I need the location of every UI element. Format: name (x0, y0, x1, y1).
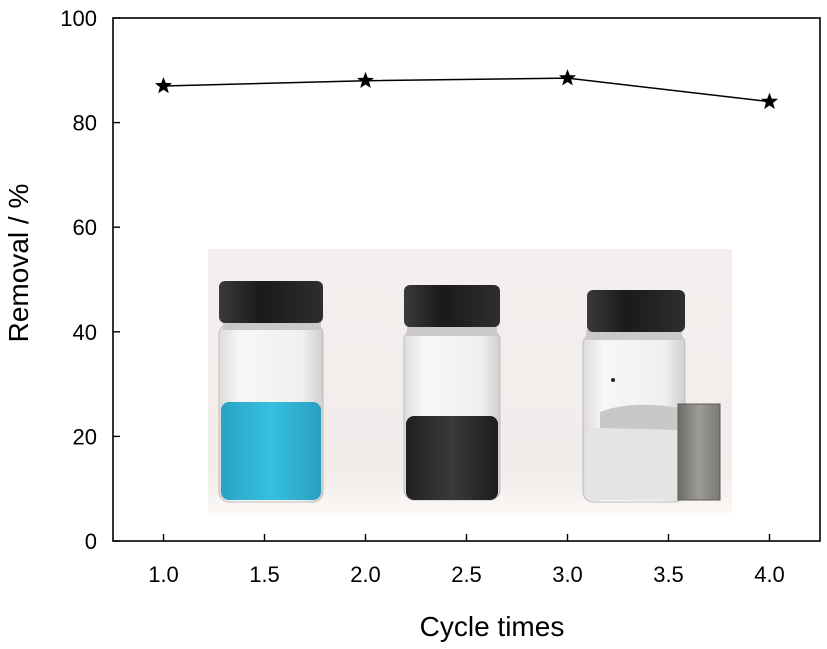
x-tick-label: 3.5 (653, 562, 684, 587)
data-point-star (760, 92, 779, 109)
y-tick-label: 0 (85, 529, 97, 554)
magnet (677, 403, 721, 501)
y-tick-label: 40 (73, 320, 97, 345)
x-tick-label: 1.5 (249, 562, 280, 587)
vial-suspension (403, 285, 501, 501)
data-point-star (154, 76, 173, 94)
vial-dye (218, 281, 324, 503)
x-tick-label: 4.0 (754, 562, 785, 587)
data-point-star (356, 71, 375, 89)
x-tick-label: 2.0 (350, 562, 381, 587)
x-axis-title: Cycle times (420, 611, 565, 642)
y-tick-label: 80 (73, 111, 97, 136)
x-tick-label: 1.0 (148, 562, 179, 587)
y-tick-label: 100 (60, 6, 97, 31)
y-axis-title: Removal / % (3, 184, 34, 343)
x-tick-label: 3.0 (552, 562, 583, 587)
data-point-star (558, 69, 577, 86)
inset-photo (208, 249, 732, 513)
y-tick-label: 20 (73, 424, 97, 449)
x-tick-label: 2.5 (451, 562, 482, 587)
series-line (163, 77, 770, 103)
vial-separated (582, 290, 686, 503)
y-tick-label: 60 (73, 215, 97, 240)
